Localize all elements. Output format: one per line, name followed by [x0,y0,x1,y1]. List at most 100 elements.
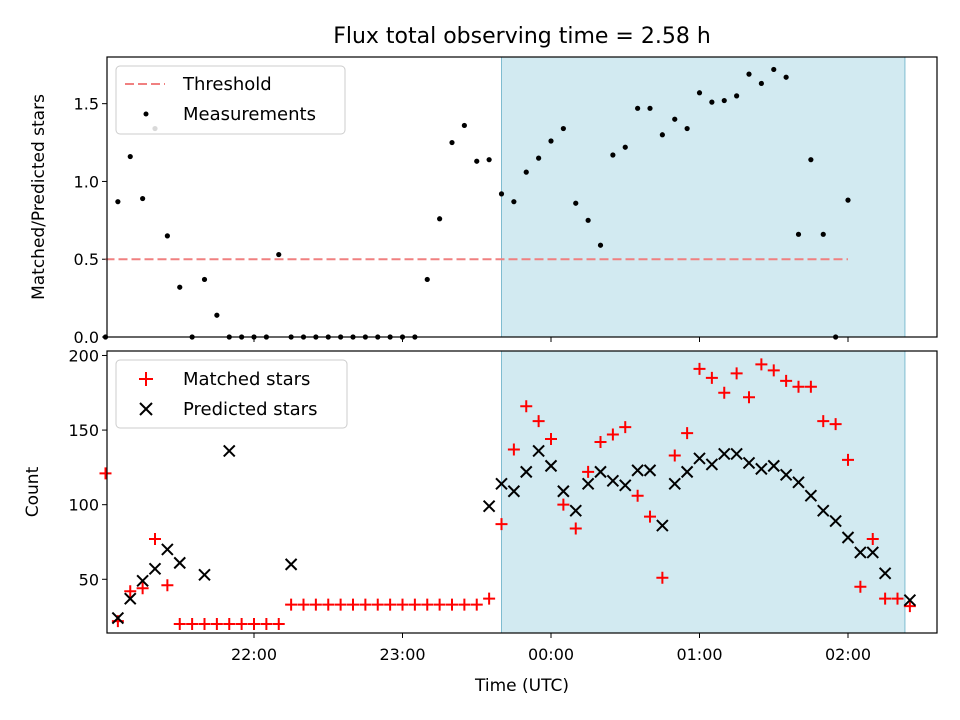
predicted-star-point [779,468,793,482]
measurement-point [276,251,282,258]
matched-star-point [173,618,186,631]
matched-star-point [532,415,545,428]
threshold-legend-label: Threshold [182,74,272,95]
x-tick-label: 22:00 [231,645,277,664]
measurement-point [771,66,777,73]
bottom-y-tick-label: 50 [79,570,99,589]
measurement-point [610,152,616,158]
predicted-star-point [767,459,780,473]
matched-star-point [421,598,434,611]
predicted-star-point [804,489,818,502]
measurement-point [746,71,752,77]
matched-star-point [285,598,298,611]
matched-star-point [186,618,199,631]
predicted-star-point [829,514,842,528]
predicted-star-point [136,574,149,587]
matched-star-point [780,374,793,387]
bottom-observing-window-shade [501,350,906,634]
measurement-point [573,200,579,206]
top-y-axis-label: Matched/Predicted stars [29,94,49,300]
bottom-x-ticks: 22:00 23:00 00:00 01:00 02:00 [231,633,871,664]
matched-star-point [384,598,397,611]
measurement-point [461,122,467,129]
matched-legend-swatch [139,372,153,386]
bottom-y-ticks: 50 100 150 200 [68,346,107,589]
top-legend: Threshold Measurements [115,65,346,135]
measurement-point [536,155,542,161]
predicted-stars-points [111,444,917,625]
matched-star-point [359,598,372,611]
bottom-axes-frame [106,350,938,634]
matched-star-point [272,618,285,631]
top-observing-window-shade [501,56,906,338]
matched-star-point [718,386,731,399]
top-y-tick-label: 0.0 [74,328,99,347]
bottom-y-tick-label: 100 [68,496,99,515]
measurement-point [808,157,814,163]
matched-star-point [842,453,854,466]
measurement-point [437,216,443,222]
predicted-star-point [124,592,137,605]
predicted-star-point [631,464,644,477]
measurement-point [511,199,517,205]
predicted-star-point [619,479,632,492]
matched-star-point [767,364,780,377]
predicted-star-point [878,567,892,580]
x-tick-label: 23:00 [379,645,425,664]
measurement-point [721,97,727,104]
matched-star-point [161,579,174,592]
x-tick-label: 00:00 [528,645,574,664]
predicted-star-point [532,444,545,458]
matched-star-point [347,598,359,611]
matched-star-point [693,362,706,375]
predicted-star-point [173,556,186,570]
predicted-star-point [148,562,162,576]
matched-star-point [755,358,768,371]
measurements-legend-label: Measurements [183,104,316,125]
predicted-star-point [569,504,582,517]
matched-star-point [458,598,471,611]
matched-star-point [891,592,904,605]
measurement-point [214,312,220,318]
x-tick-label: 01:00 [676,645,722,664]
predicted-star-point [495,477,508,491]
matched-star-point [309,598,322,611]
matched-star-point [470,598,483,611]
matched-star-point [124,585,137,598]
measurement-point [635,105,641,111]
measurement-point [177,284,183,290]
measurement-points [102,66,851,340]
matched-star-point [582,465,595,478]
measurement-point [758,80,764,87]
matched-star-point [433,598,446,611]
measurement-point [647,105,653,111]
x-axis-label: Time (UTC) [474,676,569,696]
predicted-star-point [841,531,855,544]
bottom-y-axis-label: Count [23,466,43,517]
bottom-y-tick-label: 150 [68,421,99,440]
predicted-star-point [111,611,125,625]
matched-star-point [804,380,817,393]
chart-title: Flux total observing time = 2.58 h [333,24,711,49]
matched-star-point [644,510,656,523]
predicted-star-point [730,447,743,461]
predicted-star-point [903,593,917,607]
top-axes-frame [106,56,938,338]
matched-star-point [681,427,694,440]
measurement-point [622,144,628,150]
x-tick-label: 02:00 [825,645,871,664]
predicted-star-point [866,546,879,559]
measurement-point [820,231,826,237]
measurement-point [523,169,529,175]
measurement-point [845,197,851,203]
measurement-point [684,125,690,132]
predicted-star-point [482,499,496,513]
measurement-point [164,233,170,239]
predicted-legend-swatch [139,402,153,416]
predicted-star-point [656,519,669,532]
matched-star-point [879,592,892,605]
predicted-star-point [198,568,211,582]
matched-star-point [557,498,570,511]
predicted-star-point [581,477,595,491]
predicted-star-point [668,477,681,491]
